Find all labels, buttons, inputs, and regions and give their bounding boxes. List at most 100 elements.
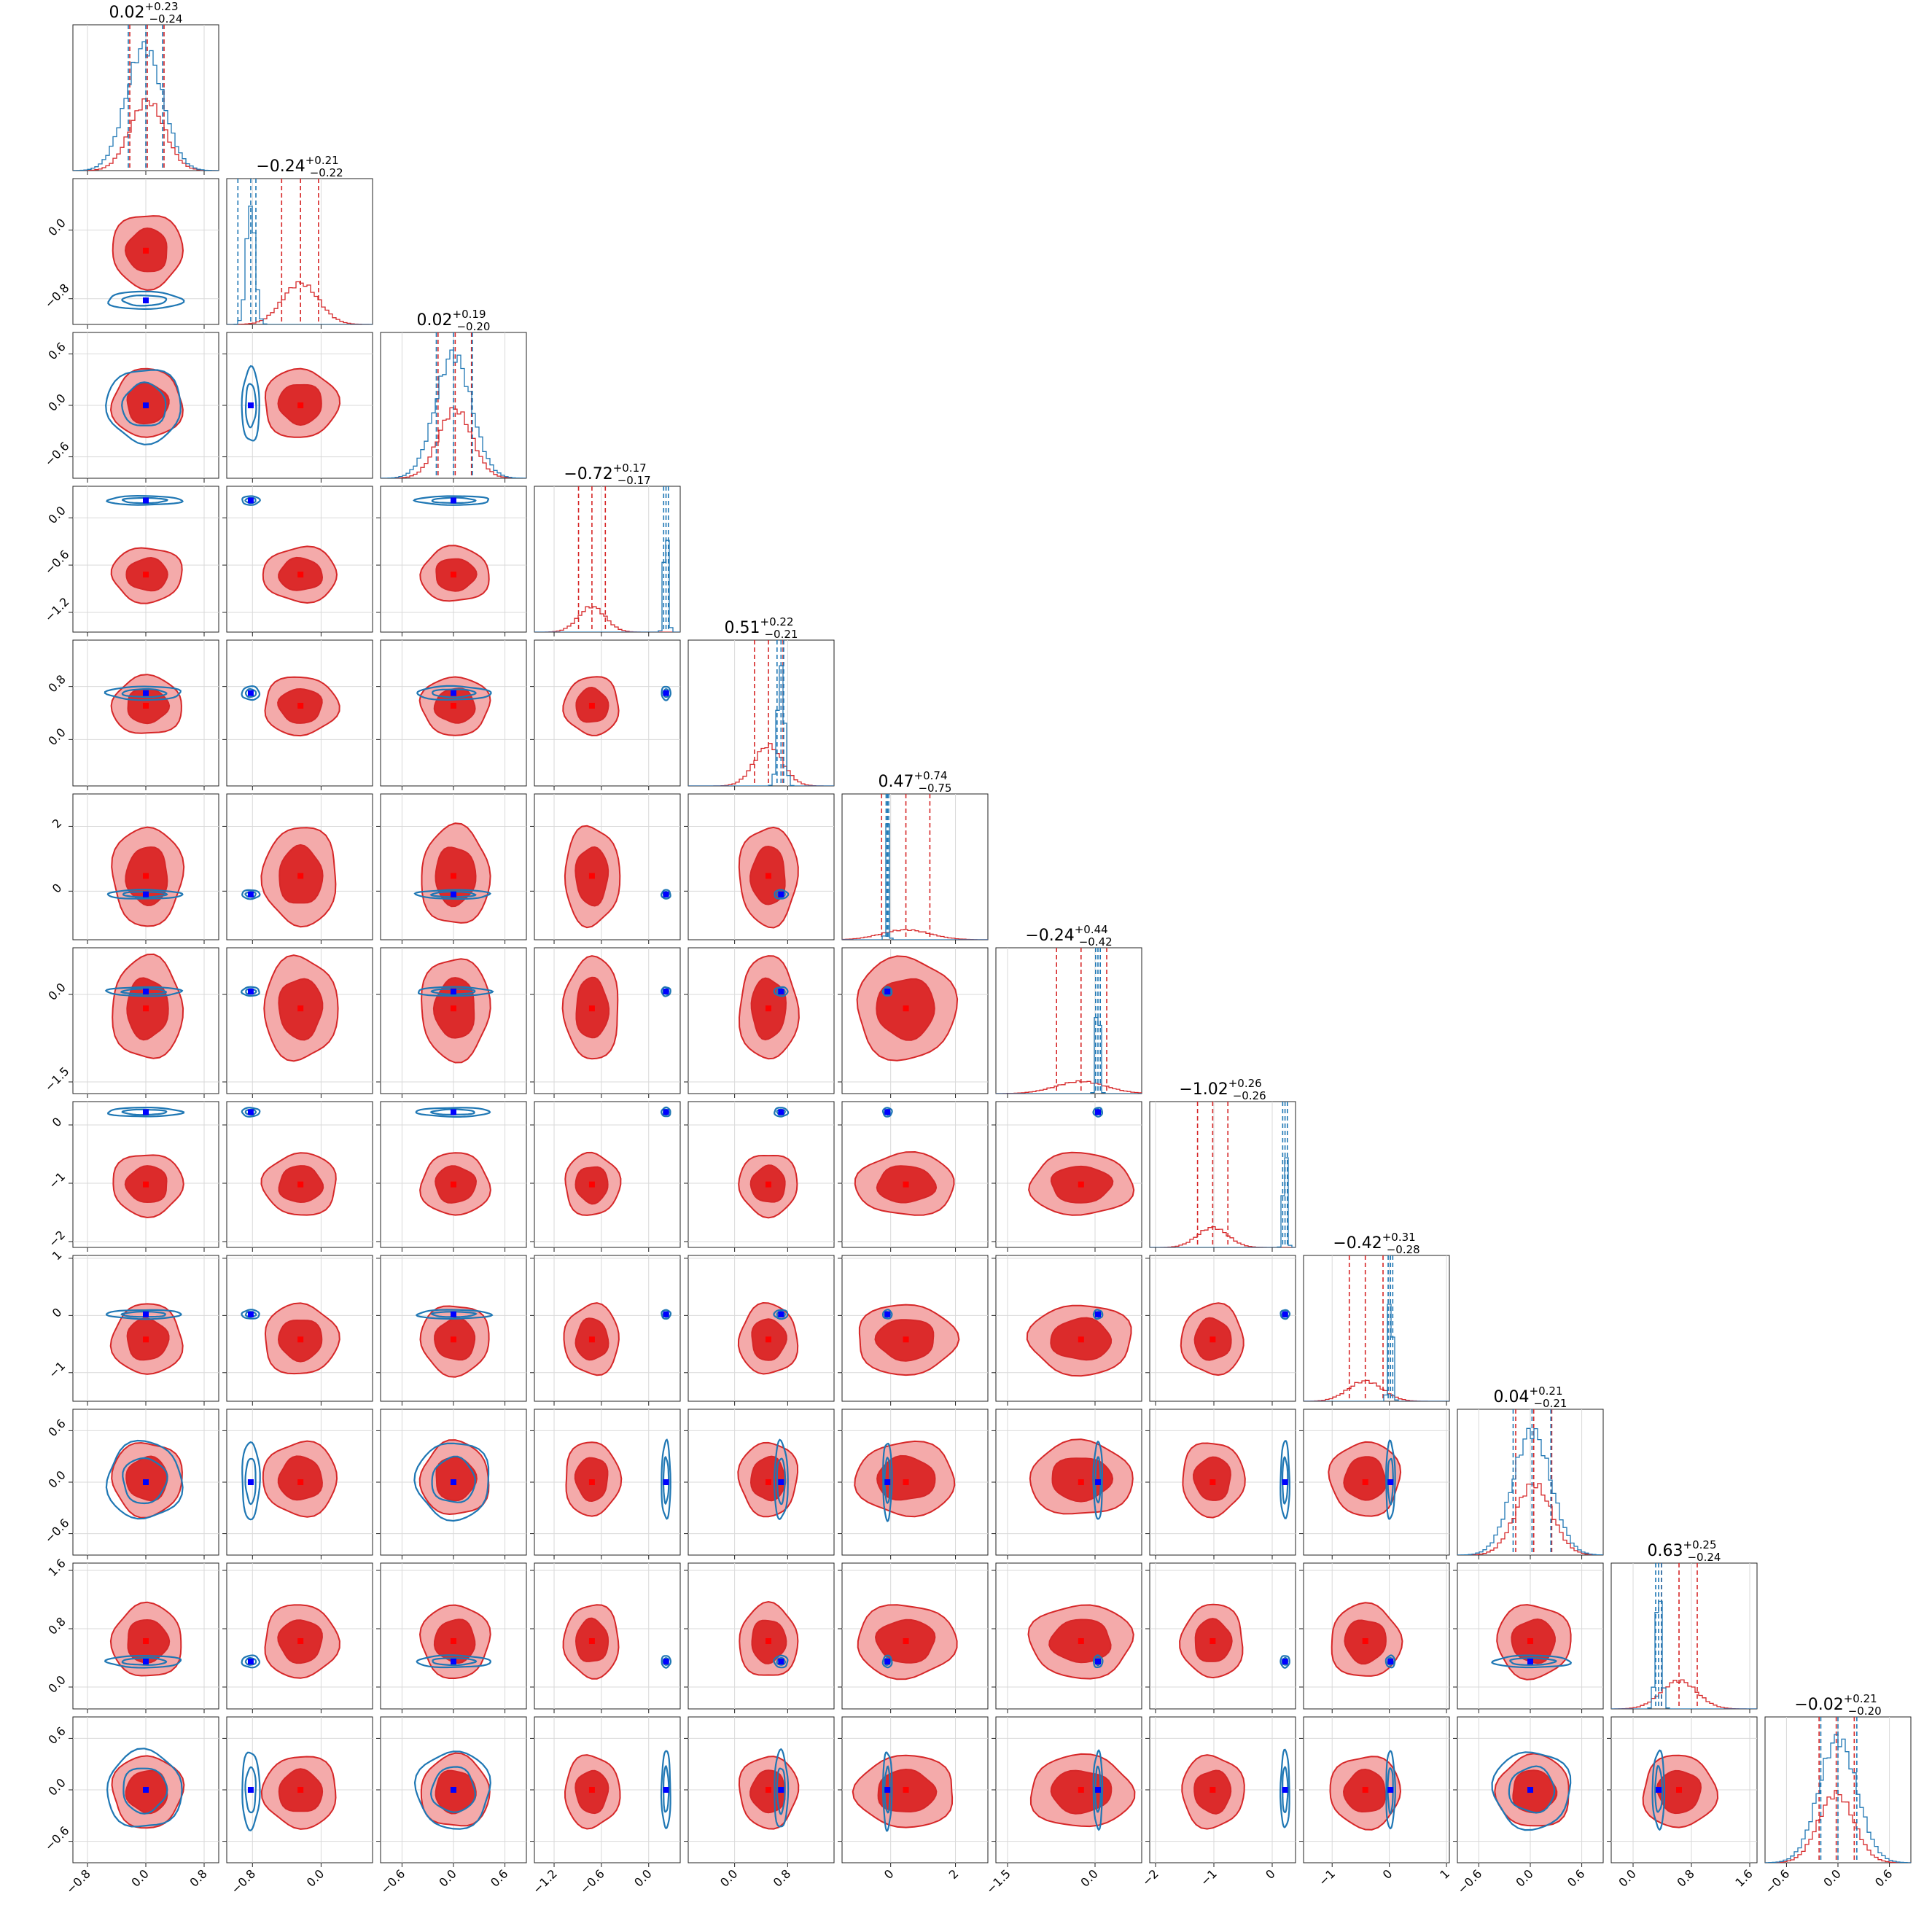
title-value: −0.02 [1794,1696,1843,1714]
red-truth-marker [451,1638,456,1644]
contour-panel [222,640,373,790]
blue-truth-marker [663,1109,669,1115]
contour-panel [222,1102,373,1252]
blue-truth-marker [1656,1787,1662,1793]
red-truth-marker [903,1336,909,1342]
panel-frame [1150,1102,1296,1247]
x-tick-label: 0 [881,1866,897,1882]
x-tick-label: 0 [1263,1866,1278,1882]
y-tick-label: −0.8 [42,281,72,311]
title-plus: +0.25 [1683,1538,1717,1551]
y-tick-label: 0.0 [45,980,68,1002]
blue-truth-marker [1527,1659,1533,1664]
contour-panel [530,794,680,944]
hist-panel [1611,1563,1757,1713]
contour-panel [69,332,219,483]
x-tick-label: 1 [1437,1866,1452,1882]
blue-truth-marker [248,497,254,503]
contour-panel [1145,1563,1296,1713]
red-truth-marker [766,1787,771,1793]
panel-frame [842,794,988,940]
contour-panel [376,486,526,636]
blue-truth-marker [1095,1659,1101,1664]
contour-panel [69,948,219,1098]
hist-panel [534,486,680,636]
blue-truth-marker [778,1659,784,1664]
contour-panel [684,1563,834,1713]
contour-panel [69,1255,219,1406]
red-truth-marker [297,402,303,408]
blue-truth-marker [248,1787,254,1793]
title-minus: −0.24 [149,12,182,26]
title-minus: −0.17 [618,474,651,487]
title-value: 0.63 [1648,1542,1683,1560]
contour-panel [992,1563,1142,1713]
contour-panel [1299,1409,1449,1559]
red-truth-marker [766,1005,771,1011]
x-tick-label: 0.6 [1565,1866,1587,1889]
blue-truth-marker [143,892,149,897]
title-plus: +0.21 [1530,1384,1563,1398]
blue-truth-marker [884,1479,890,1485]
blue-truth-marker [451,1479,456,1485]
panel-frame [534,486,680,632]
title-plus: +0.74 [914,769,948,782]
contour-panel [69,640,219,790]
x-tick-label: 0.0 [631,1866,654,1889]
red-truth-marker [1210,1638,1215,1644]
hist-panel [1304,1255,1449,1406]
title-plus: +0.31 [1382,1231,1416,1244]
x-tick-label: −2 [1140,1866,1161,1888]
y-tick-label: −1.5 [42,1064,72,1094]
contour-panel [222,1717,373,1867]
blue-truth-marker [1095,1312,1101,1317]
contour-panel [376,640,526,790]
panel-title: 0.04+0.21 −0.21 [1494,1384,1567,1410]
x-tick-label: −0.6 [1762,1866,1792,1896]
y-tick-label: −1.2 [42,595,72,625]
blue-truth-marker [248,690,254,696]
x-tick-label: −1 [1198,1866,1220,1888]
x-tick-label: 0.0 [1513,1866,1535,1889]
red-truth-marker [766,1182,771,1188]
red-truth-marker [1527,1638,1533,1644]
contour-panel [992,1255,1142,1406]
blue-truth-marker [1387,1659,1393,1664]
contour-panel [838,1563,988,1713]
hist-panel [996,948,1142,1098]
contour-panel [530,1255,680,1406]
y-tick-label: 0.6 [45,1417,68,1439]
panel-title: −0.42+0.31 −0.28 [1333,1231,1419,1256]
red-truth-marker [451,873,456,879]
blue-truth-marker [248,1109,254,1115]
contour-panel [1299,1717,1449,1867]
contour-panel [222,486,373,636]
blue-truth-marker [884,1659,890,1664]
red-truth-marker [766,1336,771,1342]
x-tick-label: −1.2 [530,1866,560,1896]
red-truth-marker [903,1787,909,1793]
title-minus: −0.75 [918,782,951,795]
y-tick-label: 0.0 [45,1672,68,1695]
contour-panel [684,948,834,1098]
x-tick-label: 1.6 [1732,1866,1755,1889]
hist-panel [1457,1409,1603,1559]
red-truth-marker [589,1005,595,1011]
red-truth-marker [589,873,595,879]
panel-title: −0.24+0.44 −0.42 [1025,923,1112,949]
title-value: −0.42 [1333,1234,1382,1253]
hist-panel [1765,1717,1911,1867]
contour-panel [69,486,219,636]
contour-panel [530,1102,680,1252]
x-tick-label: −0.6 [577,1866,607,1896]
hist-panel [842,794,988,944]
contour-panel [1453,1563,1603,1713]
red-truth-marker [143,1182,149,1188]
blue-truth-marker [778,1479,784,1485]
contour-panel [838,1717,988,1867]
red-truth-marker [451,703,456,709]
red-truth-marker [589,1479,595,1485]
x-tick-label: −0.6 [1454,1866,1484,1896]
x-tick-label: 0.0 [304,1866,327,1889]
contour-panel [992,1717,1142,1867]
